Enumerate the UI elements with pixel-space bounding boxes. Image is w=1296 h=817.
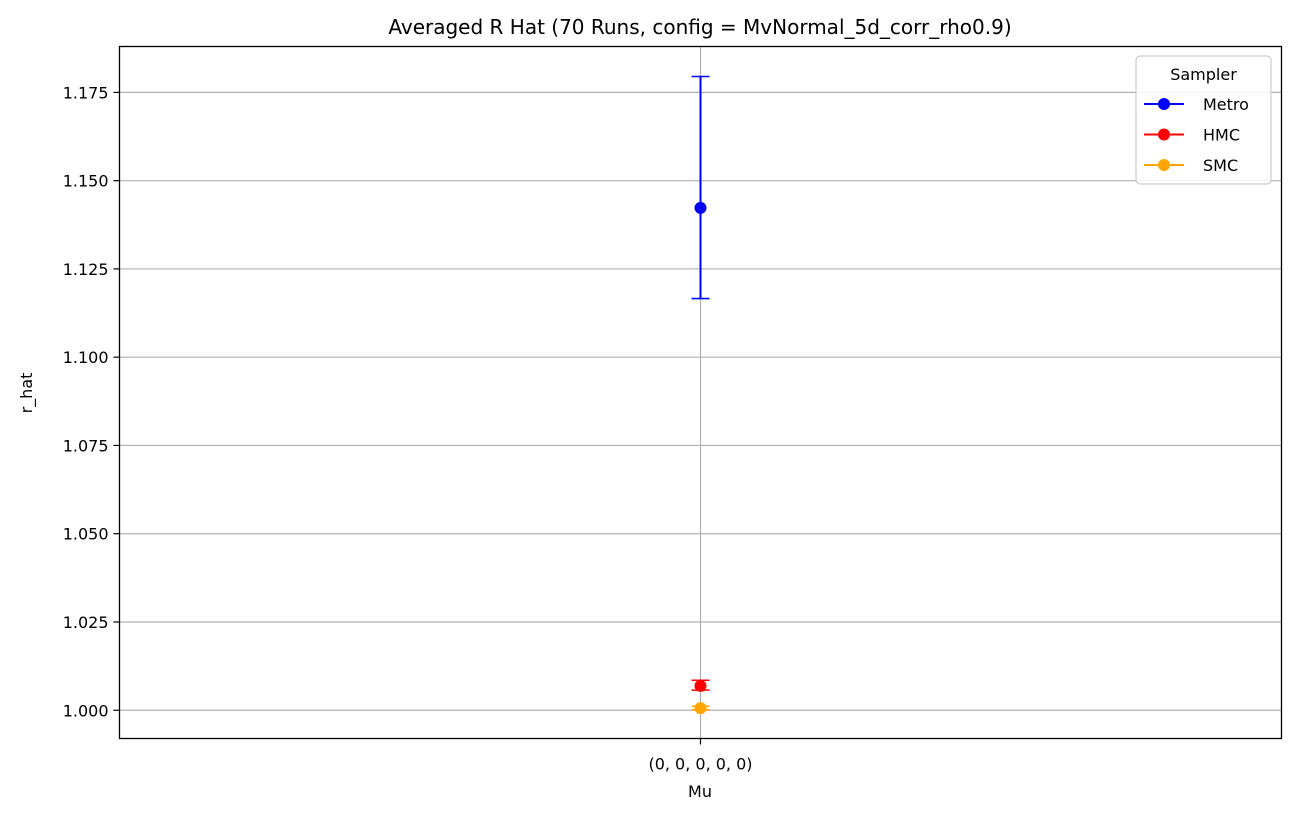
legend-label: HMC	[1203, 126, 1240, 145]
y-tick-label: 1.025	[63, 613, 109, 632]
y-tick-label: 1.100	[63, 348, 109, 367]
legend-label: Metro	[1203, 95, 1249, 114]
legend-marker	[1158, 98, 1170, 110]
series-smc-mark	[691, 702, 710, 715]
legend-label: SMC	[1203, 156, 1238, 175]
y-axis-ticks: 1.000 1.025 1.050 1.075 1.100 1.125 1.150 1.175	[63, 83, 120, 720]
x-tick-label: (0, 0, 0, 0, 0)	[648, 755, 752, 774]
series-metro-mark	[691, 75, 710, 300]
x-axis-label: Mu	[688, 782, 712, 801]
legend-marker	[1158, 159, 1170, 171]
legend-entry-hmc: HMC	[1144, 126, 1240, 145]
chart-title: Averaged R Hat (70 Runs, config = MvNorm…	[388, 15, 1011, 39]
data-point	[694, 702, 707, 715]
y-tick-label: 1.175	[63, 83, 109, 102]
y-axis-label: r_hat	[17, 373, 37, 414]
y-tick-label: 1.125	[63, 260, 109, 279]
legend-entry-metro: Metro	[1144, 95, 1249, 114]
legend-title: Sampler	[1170, 65, 1237, 84]
legend: Sampler Metro HMC SMC	[1135, 55, 1272, 185]
data-marks	[691, 75, 710, 715]
legend-entry-smc: SMC	[1144, 156, 1238, 175]
series-hmc-mark	[691, 679, 710, 692]
legend-box	[1135, 55, 1272, 185]
x-axis-ticks: (0, 0, 0, 0, 0)	[648, 738, 753, 774]
y-tick-label: 1.150	[63, 172, 109, 191]
y-tick-label: 1.050	[63, 525, 109, 544]
data-point	[694, 201, 707, 214]
data-point	[694, 679, 707, 692]
y-tick-label: 1.075	[63, 436, 109, 455]
y-tick-label: 1.000	[63, 701, 109, 720]
legend-marker	[1158, 128, 1170, 141]
plot-frame	[118, 45, 1283, 740]
